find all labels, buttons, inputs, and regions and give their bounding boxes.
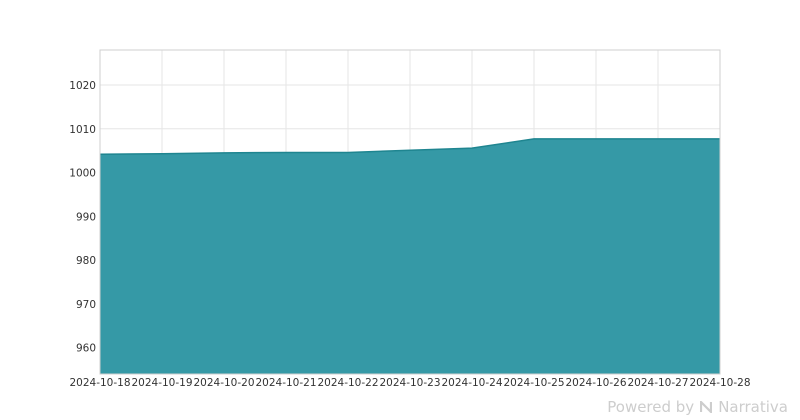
y-tick-label: 1010 (69, 124, 96, 136)
powered-by-text: Powered by (607, 398, 695, 416)
y-tick-label: 1020 (69, 80, 96, 92)
x-tick-label: 2024-10-27 (627, 377, 688, 389)
area-series-fill (100, 138, 720, 374)
brand-name: Narrativa (718, 398, 788, 416)
narrativa-logo-icon (700, 401, 713, 413)
x-tick-label: 2024-10-21 (255, 377, 316, 389)
x-tick-label: 2024-10-26 (565, 377, 626, 389)
y-tick-label: 1000 (69, 168, 96, 180)
y-tick-label: 980 (76, 255, 96, 267)
plot-area (99, 138, 721, 374)
x-tick-label: 2024-10-24 (441, 377, 502, 389)
x-tick-label: 2024-10-20 (193, 377, 254, 389)
y-tick-label: 970 (76, 299, 96, 311)
x-tick-label: 2024-10-23 (379, 377, 440, 389)
plot-frame (99, 49, 721, 375)
y-tick-label: 990 (76, 211, 96, 223)
x-tick-label: 2024-10-28 (689, 377, 750, 389)
x-tick-label: 2024-10-25 (503, 377, 564, 389)
x-tick-label: 2024-10-18 (69, 377, 130, 389)
x-tick-label: 2024-10-19 (131, 377, 192, 389)
x-axis-ticks: 2024-10-18 2024-10-19 2024-10-20 2024-10-21… (69, 377, 750, 389)
footer-attribution: Powered by Narrativa (607, 398, 788, 416)
x-tick-label: 2024-10-22 (317, 377, 378, 389)
y-tick-label: 960 (76, 343, 96, 355)
y-axis-ticks: 960 970 980 990 1000 1010 1020 (69, 80, 96, 355)
